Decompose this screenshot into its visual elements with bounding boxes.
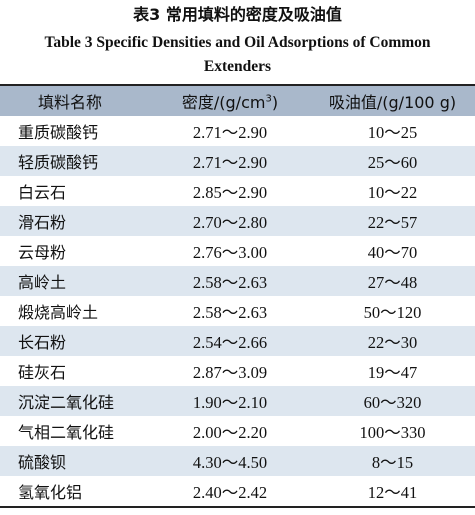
table-bottom-rule: [0, 506, 475, 508]
table-row: 滑石粉 2.70～2.80 22～57: [0, 206, 475, 236]
table-caption-chinese: 表3 常用填料的密度及吸油值: [133, 5, 342, 24]
table-caption-english-line1: Table 3 Specific Densities and Oil Adsor…: [44, 34, 431, 51]
cell-name: 硫酸钡: [18, 453, 67, 472]
cell-oil-absorption: 10～22: [367, 183, 418, 202]
cell-oil-absorption: 12～41: [367, 483, 418, 502]
cell-density: 2.71～2.90: [192, 123, 268, 142]
cell-density: 2.85～2.90: [192, 183, 268, 202]
cell-name: 云母粉: [18, 243, 67, 262]
header-density-suffix: ): [271, 93, 279, 112]
table-row: 硅灰石 2.87～3.09 19～47: [0, 356, 475, 386]
cell-name: 轻质碳酸钙: [18, 153, 99, 172]
cell-density: 2.76～3.00: [192, 243, 268, 262]
cell-density: 1.90～2.10: [192, 393, 268, 412]
cell-oil-absorption: 8～15: [371, 453, 414, 472]
table-row: 长石粉 2.54～2.66 22～30: [0, 326, 475, 356]
table-row: 煅烧高岭土 2.58～2.63 50～120: [0, 296, 475, 326]
cell-oil-absorption: 60～320: [363, 393, 422, 412]
cell-density: 4.30～4.50: [192, 453, 268, 472]
cell-oil-absorption: 100～330: [359, 423, 426, 442]
table-caption-english: Table 3 Specific Densities and Oil Adsor…: [0, 31, 475, 79]
table-row: 轻质碳酸钙 2.71～2.90 25～60: [0, 146, 475, 176]
cell-name: 滑石粉: [18, 213, 67, 232]
table-row: 云母粉 2.76～3.00 40～70: [0, 236, 475, 266]
cell-name: 沉淀二氧化硅: [18, 393, 115, 412]
cell-density: 2.70～2.80: [192, 213, 268, 232]
cell-name: 高岭土: [18, 273, 67, 292]
table-body: 重质碳酸钙 2.71～2.90 10～25 轻质碳酸钙 2.71～2.90 25～60 白云…: [0, 116, 475, 506]
table-caption-english-line2: Extenders: [203, 58, 272, 75]
cell-density: 2.71～2.90: [192, 153, 268, 172]
header-name: 填料名称: [38, 93, 103, 112]
cell-name: 硅灰石: [18, 363, 67, 382]
extenders-table: 填料名称 密度/(g/cm3) 吸油值/(g/100 g) 重质碳酸钙 2.71～…: [0, 84, 475, 508]
table-row: 沉淀二氧化硅 1.90～2.10 60～320: [0, 386, 475, 416]
cell-name: 长石粉: [18, 333, 67, 352]
cell-name: 氢氧化铝: [18, 483, 83, 502]
cell-oil-absorption: 25～60: [367, 153, 418, 172]
cell-density: 2.00～2.20: [192, 423, 268, 442]
header-density-prefix: 密度/(g/cm: [181, 93, 266, 112]
table-top-rule: [0, 84, 475, 86]
cell-density: 2.87～3.09: [192, 363, 268, 382]
header-density: 密度/(g/cm3): [150, 89, 310, 113]
cell-oil-absorption: 50～120: [363, 303, 422, 322]
cell-density: 2.54～2.66: [192, 333, 268, 352]
cell-name: 煅烧高岭土: [18, 303, 99, 322]
cell-name: 白云石: [18, 183, 67, 202]
cell-density: 2.58～2.63: [192, 303, 268, 322]
cell-density: 2.58～2.63: [192, 273, 268, 292]
cell-oil-absorption: 10～25: [367, 123, 418, 142]
table-row: 高岭土 2.58～2.63 27～48: [0, 266, 475, 296]
cell-density: 2.40～2.42: [192, 483, 268, 502]
table-row: 白云石 2.85～2.90 10～22: [0, 176, 475, 206]
header-density-superscript: 3: [265, 93, 272, 105]
table-row: 重质碳酸钙 2.71～2.90 10～25: [0, 116, 475, 146]
cell-oil-absorption: 27～48: [367, 273, 418, 292]
cell-name: 重质碳酸钙: [18, 123, 99, 142]
table-row: 硫酸钡 4.30～4.50 8～15: [0, 446, 475, 476]
cell-name: 气相二氧化硅: [18, 423, 115, 442]
table-row: 气相二氧化硅 2.00～2.20 100～330: [0, 416, 475, 446]
cell-oil-absorption: 19～47: [367, 363, 418, 382]
table-header-row: 填料名称 密度/(g/cm3) 吸油值/(g/100 g): [0, 86, 475, 116]
cell-oil-absorption: 40～70: [367, 243, 418, 262]
table-row: 氢氧化铝 2.40～2.42 12～41: [0, 476, 475, 506]
cell-oil-absorption: 22～30: [367, 333, 418, 352]
header-oil-absorption: 吸油值/(g/100 g): [328, 93, 457, 112]
cell-oil-absorption: 22～57: [367, 213, 418, 232]
